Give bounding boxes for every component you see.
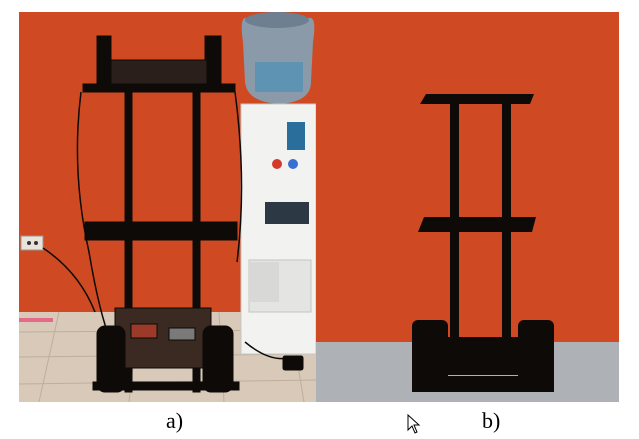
- robot-photo: [19, 12, 316, 402]
- caption-a: a): [166, 408, 184, 433]
- water-dispenser: [240, 12, 316, 355]
- robot-silhouette: [316, 12, 619, 402]
- silhouette-panel-b: [316, 12, 619, 402]
- caption-b: b): [482, 408, 501, 433]
- robot-silhouette-shape: [412, 94, 554, 392]
- robot-photo-subject: [42, 35, 304, 393]
- mouse-pointer-icon: [407, 414, 421, 434]
- photo-panel-a: [19, 12, 316, 402]
